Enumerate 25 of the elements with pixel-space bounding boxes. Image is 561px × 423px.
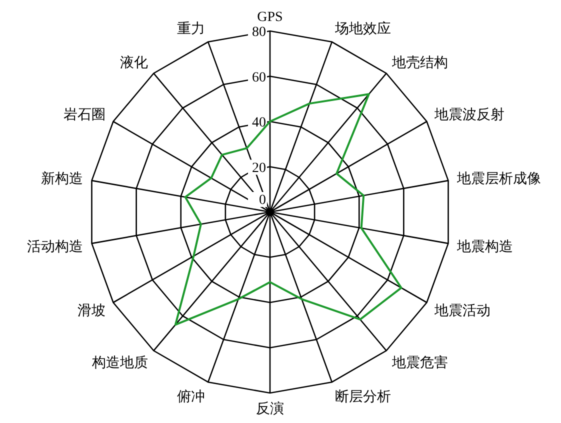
spoke-label: 活动构造 [26, 239, 83, 256]
y-tick-label: 40 [252, 116, 266, 130]
spoke-label: 构造地质 [90, 355, 148, 372]
spoke-label: 岩石圈 [63, 106, 106, 123]
spoke-label: 地震构造 [456, 239, 514, 256]
spoke-label: 地震活动 [434, 303, 491, 320]
spoke-label: 地震危害 [391, 355, 448, 372]
spoke-label: 反演 [256, 401, 284, 418]
y-tick-label: 80 [252, 25, 266, 40]
spoke-label: 地壳结构 [391, 54, 448, 71]
spoke-label: 液化 [120, 54, 148, 71]
spoke-label: 俯冲 [177, 389, 205, 406]
spoke-label: 重力 [177, 20, 205, 37]
y-tick-label: 20 [248, 160, 267, 176]
y-tick-label: 0 [248, 192, 267, 208]
spoke-label: 场地效应 [334, 20, 391, 37]
spoke-label: 滑坡 [77, 303, 106, 320]
spoke-label: 新构造 [40, 170, 83, 187]
y-tick-label: 60 [252, 70, 266, 86]
spoke-label: 断层分析 [335, 389, 391, 406]
y-tick-label: 0 [259, 193, 266, 208]
spoke-label: GPS [257, 10, 283, 25]
y-tick-label: 20 [252, 160, 266, 176]
spoke-label: 地震层析成像 [456, 170, 542, 187]
spoke-label: 地震波反射 [434, 106, 505, 123]
